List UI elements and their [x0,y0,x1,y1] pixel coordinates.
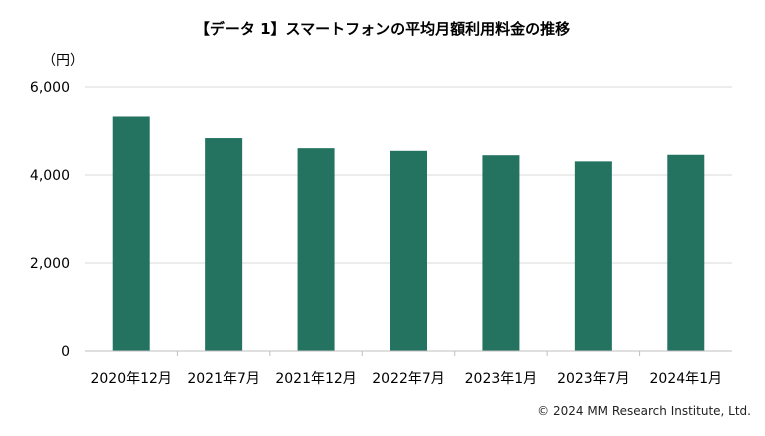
x-tick-label: 2023年7月 [557,371,630,387]
x-tick-label: 2024年1月 [650,371,723,387]
bar [667,154,705,351]
x-tick-label: 2022年7月 [372,371,445,387]
bar [297,148,335,351]
y-axis-unit-label: （円） [42,53,84,69]
y-tick-labels: 0 2,000 4,000 6,000 [30,80,70,360]
y-tick-label: 4,000 [30,168,70,184]
y-tick-label: 2,000 [30,256,70,272]
x-tick-label: 2021年12月 [275,371,356,387]
bars [112,116,705,351]
bar [574,161,612,351]
x-tick-labels: 2020年12月 2021年7月 2021年12月 2022年7月 2023年1月 202… [90,351,722,387]
x-tick-label: 2021年7月 [187,371,260,387]
bar [482,155,520,351]
chart-title: 【データ 1】スマートフォンの平均月額利用料金の推移 [194,20,571,38]
bar [390,150,427,351]
x-tick-label: 2023年1月 [465,371,538,387]
x-tick-label: 2020年12月 [90,371,171,387]
bar [112,116,150,351]
y-tick-label: 6,000 [30,80,70,96]
bar-chart: 0 2,000 4,000 6,000 2020年12月 2021年7月 2021年12月… [30,80,732,387]
copyright-text: © 2024 MM Research Institute, Ltd. [537,404,751,418]
y-tick-label: 0 [61,344,70,360]
bar [205,138,243,351]
